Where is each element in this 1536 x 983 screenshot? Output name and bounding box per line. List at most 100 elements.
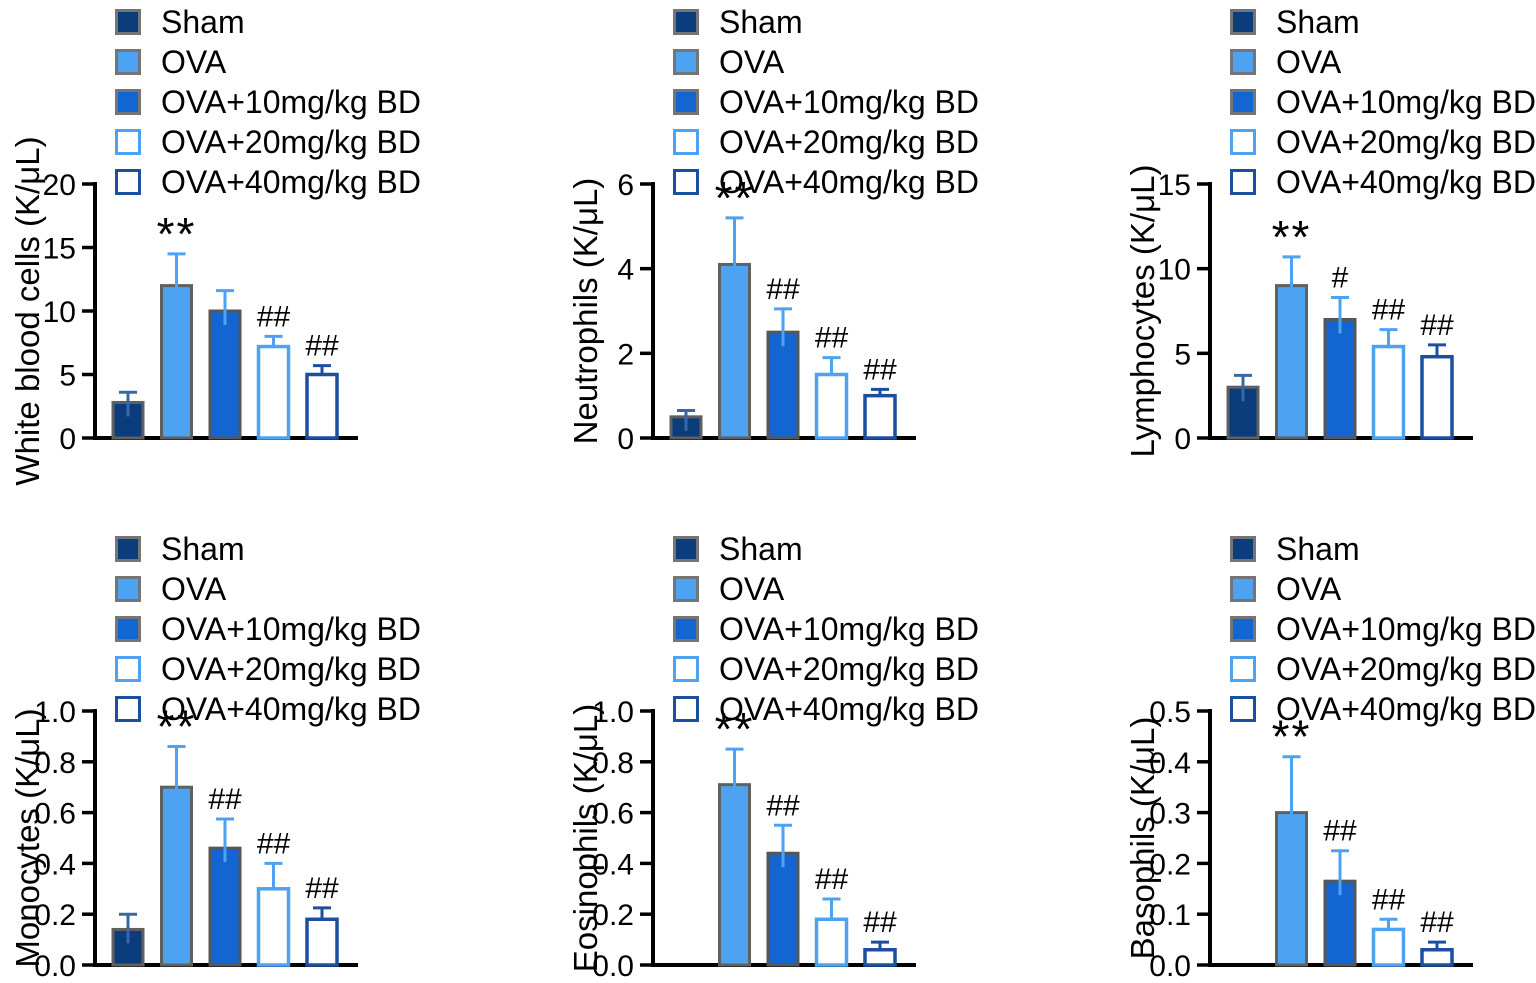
y-tick-label: 0 (59, 423, 76, 456)
legend-swatch-icon (1230, 536, 1256, 562)
bar (814, 372, 849, 440)
legend-item: OVA+10mg/kg BD (1230, 82, 1536, 122)
significance-label: ** (715, 172, 755, 224)
legend-item: OVA+20mg/kg BD (673, 649, 979, 689)
legend-swatch-icon (115, 576, 141, 602)
bar (863, 948, 897, 967)
legend-item: OVA+40mg/kg BD (673, 162, 979, 202)
y-tick-label: 10 (43, 296, 76, 329)
y-tick-label: 0.2 (592, 899, 634, 932)
legend-item: OVA+10mg/kg BD (1230, 609, 1536, 649)
chart-lymphocytes: Lymphocytes (K/μL) Sham OVA OVA+10mg/kg BD… (1115, 0, 1536, 460)
legend-item: Sham (115, 529, 421, 569)
legend-label: Sham (719, 530, 803, 567)
bar (208, 309, 242, 440)
legend-label: OVA+40mg/kg BD (1276, 163, 1536, 200)
y-tick-label: 0.1 (1149, 899, 1191, 932)
legend-swatch-icon (673, 49, 699, 75)
legend-item: OVA (1230, 569, 1536, 609)
y-tick-label: 5 (59, 360, 76, 393)
y-tick-label: 0.8 (34, 747, 76, 780)
legend-label: OVA+20mg/kg BD (719, 123, 979, 160)
legend-swatch-icon (673, 616, 699, 642)
legend-label: OVA+40mg/kg BD (1276, 690, 1536, 727)
bar-plot: 0 5 10 15 20 ** ## ## (43, 169, 358, 456)
legend-swatch-icon (115, 616, 141, 642)
legend-swatch-icon (673, 9, 699, 35)
legend-label: OVA+10mg/kg BD (719, 610, 979, 647)
legend-swatch-icon (1230, 9, 1256, 35)
legend-item: OVA+40mg/kg BD (115, 162, 421, 202)
bar (1275, 811, 1308, 967)
legend-label: OVA (719, 43, 785, 80)
significance-label: ## (766, 789, 800, 822)
bar (208, 846, 242, 967)
legend-item: OVA+40mg/kg BD (115, 689, 421, 729)
legend-swatch-icon (115, 9, 141, 35)
y-tick-label: 6 (617, 169, 634, 202)
legend-swatch-icon (673, 129, 699, 155)
y-tick-label: 0.4 (1149, 747, 1191, 780)
legend-swatch-icon (1230, 49, 1256, 75)
legend-item: Sham (1230, 529, 1536, 569)
y-tick-label: 0.4 (592, 848, 634, 881)
significance-label: ** (157, 208, 197, 260)
bar-plot: 0.0 0.2 0.4 0.6 0.8 1.0 ** ## ## ## (34, 696, 358, 983)
y-tick-label: 1.0 (592, 696, 634, 729)
legend-item: OVA+20mg/kg BD (1230, 649, 1536, 689)
significance-label: ## (1323, 815, 1357, 848)
legend-swatch-icon (115, 129, 141, 155)
legend-label: OVA (161, 570, 227, 607)
legend-item: OVA (115, 42, 421, 82)
legend-swatch-icon (115, 536, 141, 562)
y-tick-label: 0.6 (34, 798, 76, 831)
legend: Sham OVA OVA+10mg/kg BD OVA+20mg/kg BD OVA+4… (673, 2, 979, 202)
significance-label: ## (1372, 294, 1406, 327)
y-tick-label: 4 (617, 254, 634, 287)
legend-label: OVA (1276, 570, 1342, 607)
legend-swatch-icon (1230, 656, 1256, 682)
y-tick-label: 2 (617, 338, 634, 371)
bar (160, 284, 193, 440)
legend: Sham OVA OVA+10mg/kg BD OVA+20mg/kg BD OVA+4… (1230, 2, 1536, 202)
significance-label: # (1332, 261, 1349, 294)
legend: Sham OVA OVA+10mg/kg BD OVA+20mg/kg BD OVA+4… (1230, 529, 1536, 729)
significance-label: ## (863, 906, 897, 939)
legend-label: OVA+10mg/kg BD (1276, 610, 1536, 647)
y-tick-label: 0.0 (1149, 950, 1191, 983)
legend-item: OVA (673, 42, 979, 82)
y-tick-label: 0.3 (1149, 798, 1191, 831)
legend-item: Sham (673, 529, 979, 569)
bar-plot: 0.0 0.1 0.2 0.3 0.4 0.5 ** ## ## ## (1149, 696, 1473, 983)
significance-label: ** (157, 701, 197, 753)
y-tick-label: 0.4 (34, 848, 76, 881)
legend-item: OVA+10mg/kg BD (673, 82, 979, 122)
y-tick-label: 0.0 (34, 950, 76, 983)
legend-item: OVA+20mg/kg BD (115, 122, 421, 162)
legend-label: OVA+40mg/kg BD (161, 163, 421, 200)
legend-item: OVA (115, 569, 421, 609)
chart-eosinophils: Eosinophils (K/μL) Sham OVA OVA+10mg/kg BD… (558, 527, 1018, 983)
y-tick-label: 5 (1174, 338, 1191, 371)
legend-swatch-icon (1230, 576, 1256, 602)
significance-label: ## (815, 322, 849, 355)
chart-neutrophils: Neutrophils (K/μL) Sham OVA OVA+10mg/kg BD… (558, 0, 1018, 460)
significance-label: ## (305, 872, 339, 905)
legend-label: OVA+10mg/kg BD (1276, 83, 1536, 120)
legend-swatch-icon (1230, 696, 1256, 722)
y-tick-label: 15 (43, 233, 76, 266)
legend-label: Sham (1276, 3, 1360, 40)
bar (766, 851, 800, 967)
bar (1275, 284, 1308, 440)
bar (863, 393, 897, 440)
legend-item: Sham (1230, 2, 1536, 42)
legend-item: OVA+20mg/kg BD (1230, 122, 1536, 162)
legend-swatch-icon (673, 536, 699, 562)
legend-swatch-icon (115, 49, 141, 75)
significance-label: ## (305, 330, 339, 363)
legend-label: Sham (161, 3, 245, 40)
legend-item: OVA+10mg/kg BD (115, 609, 421, 649)
bar (1420, 354, 1454, 440)
bar (256, 887, 291, 967)
